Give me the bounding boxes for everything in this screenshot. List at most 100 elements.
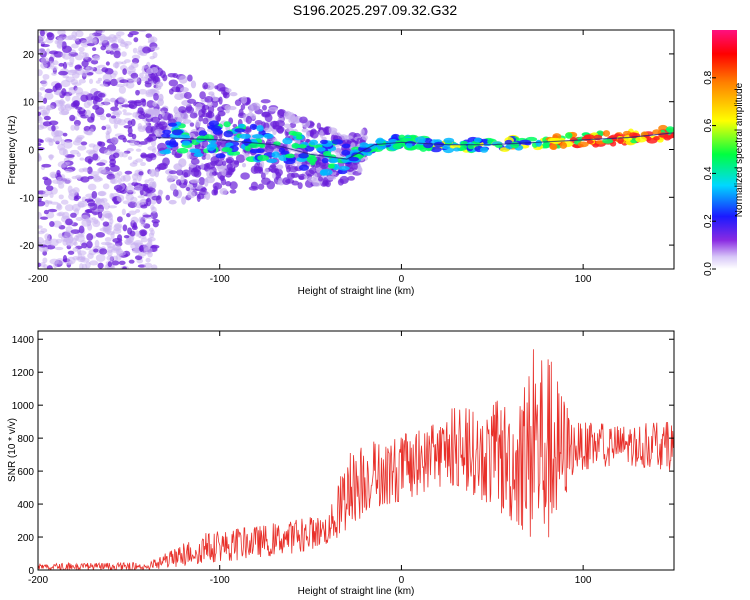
spectrum-noise-blob	[39, 86, 46, 91]
spectrum-noise-blob	[84, 198, 94, 202]
spectrum-blob	[146, 100, 155, 108]
spectrum-blob	[290, 116, 300, 125]
spectrum-noise-blob	[89, 260, 99, 266]
spectrum-noise-blob	[84, 130, 92, 136]
spectrum-noise-blob	[138, 113, 147, 120]
spectrum-blob	[175, 179, 182, 186]
spectrum-noise-blob	[149, 55, 155, 60]
spectrum-noise-blob	[87, 183, 97, 191]
spectrum-blob	[275, 120, 285, 127]
spectrum-noise-blob	[121, 208, 126, 216]
spectrum-noise-blob	[113, 122, 118, 129]
spectrum-noise-blob	[64, 168, 73, 173]
spectrum-blob	[227, 105, 237, 111]
spectrum-noise-blob	[142, 214, 152, 218]
spectrum-blob	[168, 170, 177, 175]
spectrum-noise-blob	[60, 199, 69, 205]
spectrum-blob	[229, 181, 238, 190]
spectrum-blob	[180, 87, 189, 93]
spectrum-noise-blob	[107, 205, 118, 209]
spectrum-ridge-blob	[319, 169, 328, 176]
spectrum-blob	[175, 86, 181, 93]
spectrum-noise-blob	[140, 198, 148, 205]
spectrum-blob	[227, 167, 234, 176]
spectrum-ridge-blob	[193, 152, 204, 158]
spectrum-blob	[186, 150, 191, 160]
spectrum-noise-blob	[79, 157, 85, 161]
spectrum-blob	[178, 106, 187, 114]
spectrum-blob	[259, 160, 265, 169]
spectrum-noise-blob	[72, 82, 82, 86]
spectrum-noise-blob	[43, 200, 53, 204]
spectrum-noise-blob	[66, 241, 74, 247]
spectrum-ridge-blob	[164, 148, 171, 154]
spectrum-noise-blob	[140, 204, 148, 209]
spectrum-noise-blob	[106, 126, 112, 135]
spectrum-noise-blob	[82, 168, 89, 173]
spectrum-noise-blob	[49, 258, 60, 265]
spectrum-noise-blob	[138, 171, 144, 176]
spectrum-blob	[195, 119, 201, 128]
spectrum-ridge-blob	[328, 158, 339, 164]
spectrum-noise-blob	[79, 257, 90, 263]
spectrum-blob	[263, 127, 273, 133]
spectrum-noise-blob	[78, 46, 85, 52]
spectrum-noise-blob	[38, 48, 46, 55]
spectrum-noise-blob	[38, 142, 42, 147]
spectrum-noise-blob	[73, 38, 80, 42]
spectrum-noise-blob	[147, 240, 153, 248]
spectrum-noise-blob	[86, 233, 94, 241]
spectrum-noise-blob	[73, 197, 79, 202]
spectrum-noise-blob	[56, 179, 64, 185]
spectrum-noise-blob	[145, 257, 151, 263]
spectrum-noise-blob	[99, 83, 109, 87]
spectrum-blob	[322, 177, 329, 185]
spectrum-noise-blob	[139, 72, 144, 78]
spectrum-blob	[268, 106, 279, 112]
spectrum-ridge-blob	[189, 148, 199, 153]
spectrum-noise-blob	[98, 141, 106, 147]
spectrum-noise-blob	[152, 221, 159, 228]
spectrum-ridge-blob	[165, 140, 172, 146]
spectrum-blob	[219, 175, 225, 182]
spectrum-noise-blob	[63, 140, 73, 149]
spectrum-noise-blob	[107, 249, 113, 257]
spectrum-blob	[282, 177, 291, 186]
spectrum-blob	[180, 174, 185, 184]
spectrum-blob	[214, 159, 224, 167]
spectrum-noise-blob	[140, 230, 147, 237]
spectrum-noise-blob	[94, 197, 101, 203]
spectrum-noise-blob	[129, 230, 136, 237]
spectrum-noise-blob	[105, 44, 113, 52]
x-tick-label: -100	[210, 575, 230, 586]
spectrum-noise-blob	[110, 78, 118, 87]
spectrum-noise-blob	[38, 91, 42, 97]
spectrum-blob	[201, 104, 210, 110]
spectrum-noise-blob	[46, 265, 53, 269]
spectrum-noise-blob	[124, 43, 129, 49]
spectrum-blob	[277, 109, 285, 119]
spectrum-noise-blob	[90, 96, 97, 101]
spectrum-blob	[347, 175, 355, 181]
spectrum-blob	[216, 83, 226, 92]
spectrum-noise-blob	[101, 67, 109, 73]
spectrum-ridge-blob	[295, 135, 303, 140]
spectrum-blob	[158, 162, 168, 170]
spectrum-noise-blob	[69, 56, 75, 65]
spectrum-blob	[291, 180, 300, 186]
spectrum-noise-blob	[127, 126, 133, 135]
spectrum-noise-blob	[43, 178, 52, 186]
spectrum-blob	[190, 167, 200, 177]
spectrum-blob	[357, 167, 363, 173]
spectrum-noise-blob	[40, 261, 46, 268]
spectrum-noise-blob	[67, 250, 75, 255]
spectrum-noise-blob	[103, 202, 110, 210]
spectrum-noise-blob	[97, 210, 103, 219]
spectrum-blob	[272, 172, 277, 179]
spectrum-noise-blob	[138, 216, 143, 224]
spectrum-ridge-blob	[255, 148, 265, 153]
spectrum-noise-blob	[80, 141, 88, 146]
spectrum-noise-blob	[114, 172, 121, 179]
spectrum-blob	[221, 160, 227, 166]
spectrum-ridge-blob	[414, 136, 426, 144]
